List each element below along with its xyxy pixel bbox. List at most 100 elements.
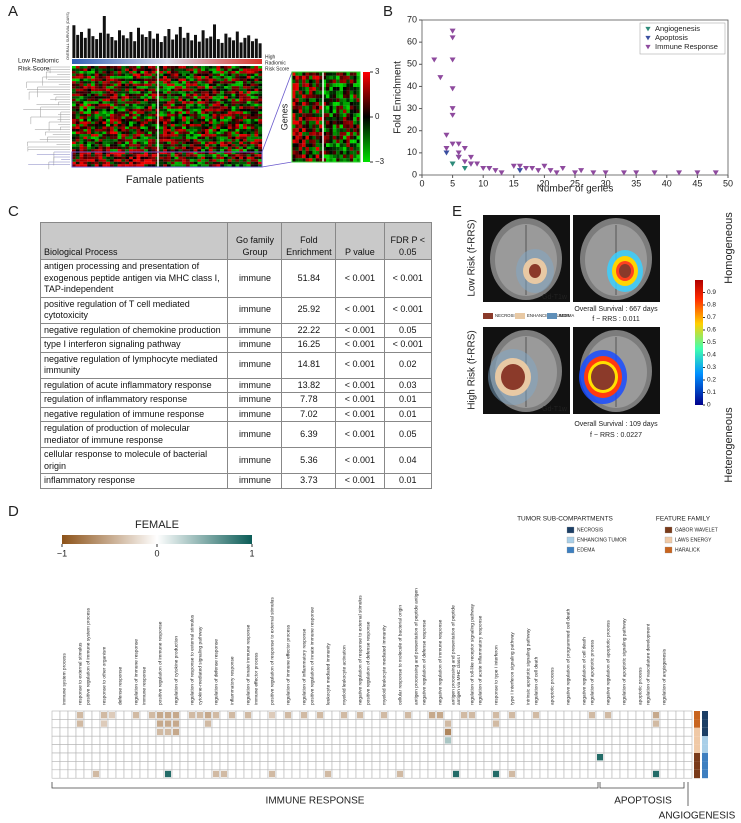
heatmap-cell (159, 104, 163, 107)
heatmap-cell (239, 132, 243, 135)
heatmap-cell (258, 104, 262, 107)
zoom-cell (306, 76, 310, 80)
heatmap-cell (152, 159, 156, 162)
table-cell: < 0.001 (336, 297, 384, 323)
heatmap-cell (87, 111, 91, 114)
heatmap-cell (247, 111, 251, 114)
zoom-cell (350, 91, 354, 95)
heatmap-cell (102, 162, 106, 165)
colorbar-tick-label: 0 (707, 402, 711, 409)
heatmap-cell (83, 139, 87, 142)
heatmap-cell (99, 66, 103, 69)
grid-cell (348, 770, 356, 778)
heatmap-cell (133, 74, 137, 77)
zoom-cell (302, 155, 306, 159)
grid-cell (292, 761, 300, 769)
grid-cell (404, 745, 412, 753)
grid-cell (284, 761, 292, 769)
grid-cell (380, 719, 388, 727)
table-cell: < 0.001 (336, 260, 384, 298)
heatmap-cell (125, 157, 129, 160)
zoom-cell (295, 125, 299, 129)
heatmap-cell (258, 139, 262, 142)
heatmap-cell (239, 121, 243, 124)
heatmap-cell (102, 142, 106, 145)
zoom-cell (312, 143, 316, 147)
heatmap-cell (194, 142, 198, 145)
table-cell: 0.03 (384, 378, 431, 393)
heatmap-cell (144, 159, 148, 162)
zoom-cell (299, 155, 303, 159)
term-label: regulation of angiogenesis (661, 648, 667, 705)
heatmap-cell (76, 81, 80, 84)
heatmap-cell (258, 109, 262, 112)
heatmap-cell (171, 81, 175, 84)
heatmap-cell (159, 154, 163, 157)
grid-cell (212, 761, 220, 769)
heatmap-cell (213, 81, 217, 84)
grid-cell (148, 745, 156, 753)
region-swatch (547, 313, 557, 319)
heatmap-cell (243, 106, 247, 109)
heatmap-cell (93, 771, 99, 777)
heatmap-cell (178, 101, 182, 104)
zoom-cell (319, 143, 323, 147)
heatmap-cell (209, 101, 213, 104)
grid-cell (508, 745, 516, 753)
zoom-cell (350, 140, 354, 144)
heatmap-cell (194, 104, 198, 107)
heatmap-cell (118, 104, 122, 107)
grid-cell (396, 719, 404, 727)
heatmap-cell (220, 139, 224, 142)
heatmap-cell (114, 164, 118, 167)
heatmap-cell (148, 89, 152, 92)
zoom-cell (326, 113, 330, 117)
heatmap-cell (186, 142, 190, 145)
heatmap-cell (95, 104, 99, 107)
heatmap-cell (137, 94, 141, 97)
zoom-cell (295, 106, 299, 110)
heatmap-cell (190, 116, 194, 119)
heatmap-cell (190, 119, 194, 122)
heatmap-cell (121, 147, 125, 150)
heatmap-cell (247, 86, 251, 89)
heatmap-cell (178, 71, 182, 74)
heatmap-cell (224, 114, 228, 117)
zoom-cell (333, 132, 337, 136)
heatmap-cell (197, 96, 201, 99)
grid-cell (300, 745, 308, 753)
scatter-point (462, 146, 468, 151)
heatmap-cell (182, 119, 186, 122)
heatmap-cell (118, 124, 122, 127)
heatmap-cell (95, 111, 99, 114)
heatmap-cell (121, 142, 125, 145)
heatmap-cell (175, 84, 179, 87)
heatmap-cell (228, 144, 232, 147)
heatmap-cell (251, 81, 255, 84)
grid-cell (140, 719, 148, 727)
heatmap-cell (80, 66, 84, 69)
heatmap-cell (80, 147, 84, 150)
heatmap-cell (133, 109, 137, 112)
zoom-cell (316, 121, 320, 125)
compartment-strip (702, 711, 708, 719)
grid-cell (516, 728, 524, 736)
legend-title: TUMOR SUB-COMPARTMENTS (517, 516, 613, 523)
heatmap-cell (213, 149, 217, 152)
table-row: type I interferon signaling pathwayimmun… (41, 338, 432, 353)
heatmap-cell (209, 91, 213, 94)
grid-cell (644, 745, 652, 753)
heatmap-cell (114, 137, 118, 140)
heatmap-cell (148, 94, 152, 97)
heatmap-cell (213, 144, 217, 147)
heatmap-cell (509, 771, 515, 777)
heatmap-cell (254, 109, 258, 112)
table-row: negative regulation of immune responseim… (41, 407, 432, 422)
heatmap-cell (201, 94, 205, 97)
heatmap-cell (144, 134, 148, 137)
zoom-cell (299, 91, 303, 95)
heatmap-cell (125, 91, 129, 94)
heatmap-cell (251, 142, 255, 145)
heatmap-cell (125, 74, 129, 77)
heatmap-cell (235, 157, 239, 160)
